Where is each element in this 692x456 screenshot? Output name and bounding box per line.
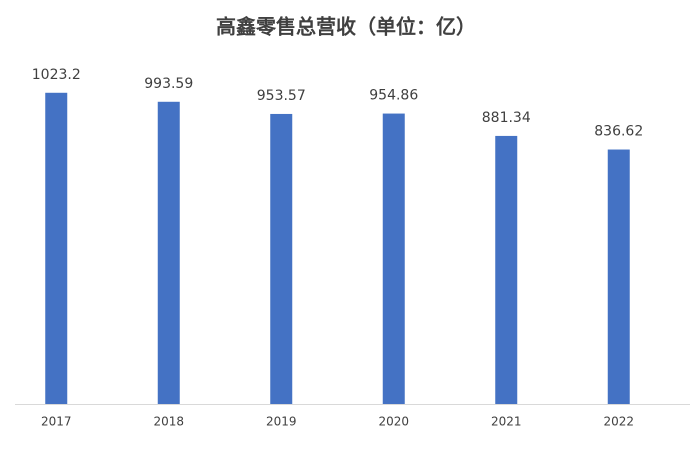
value-label: 954.86 (369, 88, 418, 104)
bar (495, 135, 518, 404)
bar (382, 113, 405, 404)
chart-title: 高鑫零售总营收（单位：亿） (216, 15, 476, 39)
x-tick-label: 2020 (378, 415, 409, 429)
x-tick-label: 2022 (603, 415, 634, 429)
bar (157, 101, 180, 404)
x-tick-label: 2019 (266, 415, 297, 429)
value-label: 953.57 (257, 88, 306, 104)
value-label: 993.59 (144, 76, 193, 92)
bar (45, 92, 68, 404)
x-tick-label: 2021 (491, 415, 522, 429)
x-tick-label: 2017 (41, 415, 72, 429)
value-label: 1023.2 (32, 67, 81, 83)
bar (270, 113, 293, 404)
x-tick-label: 2018 (153, 415, 184, 429)
bar (607, 149, 630, 404)
value-label: 881.34 (482, 110, 531, 126)
value-label: 836.62 (594, 124, 643, 140)
